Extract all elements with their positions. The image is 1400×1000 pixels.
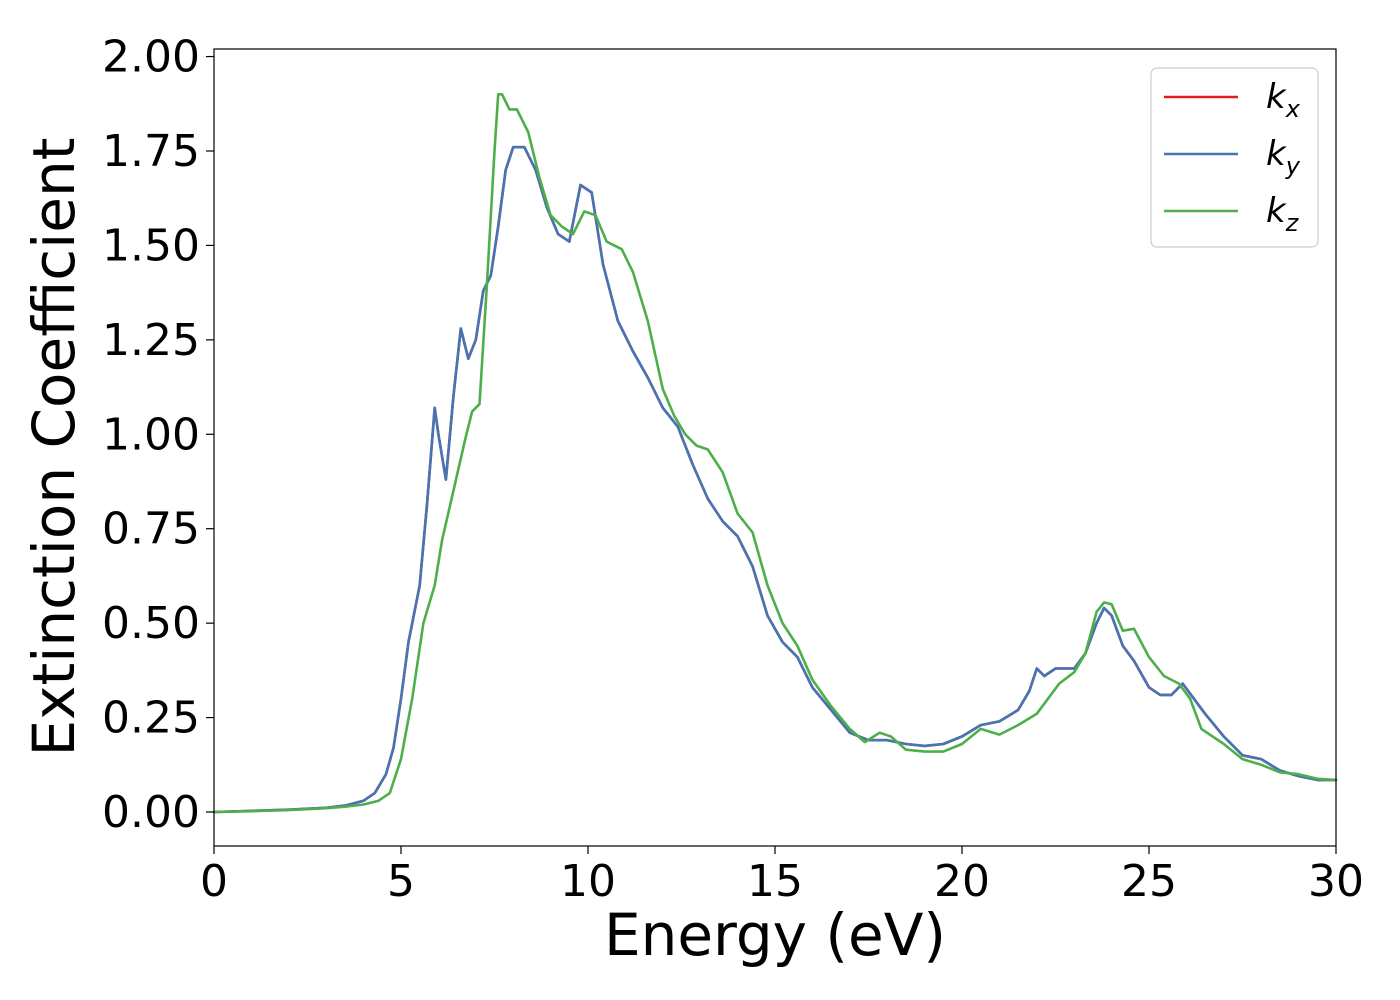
legend-label-kx: kx	[1266, 77, 1301, 123]
y-tick-label: 1.75	[102, 126, 200, 177]
legend-items: kx ky kz	[1164, 77, 1301, 237]
series-layer	[212, 93, 1338, 814]
y-tick-label: 1.25	[102, 315, 200, 366]
x-tick-label: 15	[747, 856, 803, 907]
y-axis: 0.00 0.25 0.50 0.75 1.00 1.25 1.50 1.75 2.00	[102, 32, 214, 838]
legend-label-kz: kz	[1266, 191, 1300, 237]
y-tick-label: 0.50	[102, 598, 200, 649]
x-tick-label: 20	[934, 856, 990, 907]
x-tick-label: 25	[1121, 856, 1177, 907]
y-tick-label: 0.75	[102, 504, 200, 555]
x-axis: 0 5 10 15 20 25 30	[200, 846, 1364, 907]
series-line-kz	[212, 93, 1338, 814]
y-tick-label: 0.00	[102, 787, 200, 838]
legend: kx ky kz	[1150, 67, 1319, 248]
x-tick-label: 30	[1308, 856, 1364, 907]
x-tick-label: 0	[200, 856, 228, 907]
series-line-ky	[212, 145, 1338, 814]
y-axis-title: Extinction Coefficient	[20, 138, 88, 757]
y-tick-label: 1.50	[102, 220, 200, 271]
x-tick-label: 10	[560, 856, 616, 907]
legend-label-ky: ky	[1266, 134, 1301, 180]
y-tick-label: 1.00	[102, 409, 200, 460]
x-tick-label: 5	[387, 856, 415, 907]
legend-box	[1150, 67, 1319, 248]
y-tick-label: 2.00	[102, 32, 200, 83]
x-axis-title: Energy (eV)	[604, 901, 946, 969]
y-tick-label: 0.25	[102, 693, 200, 744]
